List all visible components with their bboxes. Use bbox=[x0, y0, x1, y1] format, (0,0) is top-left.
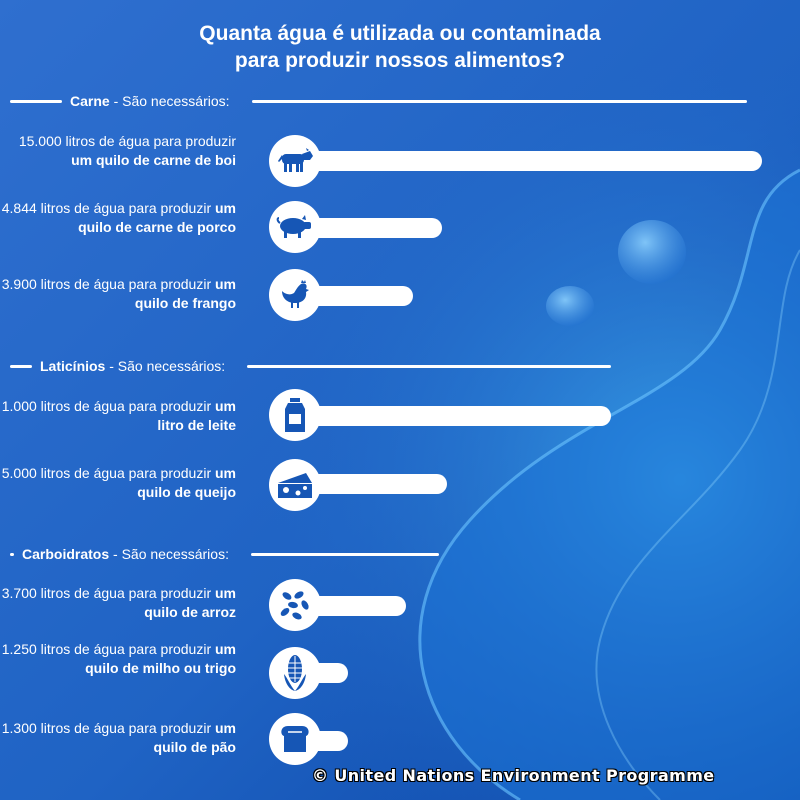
item-text-bold: um quilo de frango bbox=[134, 276, 236, 311]
item-text-plain: 5.000 litros de água para produzir bbox=[1, 465, 215, 481]
item-text-carne-de-boi: 15.000 litros de água para produzir um q… bbox=[0, 132, 236, 170]
section-divider-right bbox=[247, 364, 612, 368]
section-label: Carboidratos - São necessários: bbox=[22, 546, 229, 562]
rice-icon bbox=[269, 579, 321, 631]
item-text-plain: 4.844 litros de água para produzir bbox=[1, 200, 215, 216]
section-suffix: - São necessários: bbox=[105, 358, 226, 374]
item-text-plain: 1.000 litros de água para produzir bbox=[1, 398, 215, 414]
item-text-arroz: 3.700 litros de água para produzir um qu… bbox=[0, 584, 236, 622]
item-text-plain: 1.250 litros de água para produzir bbox=[1, 641, 215, 657]
item-text-bold: um quilo de milho ou trigo bbox=[85, 641, 236, 676]
section-divider-right bbox=[250, 552, 439, 556]
section-header-carboidratos: Carboidratos - São necessários: bbox=[10, 543, 439, 565]
item-text-plain: 3.700 litros de água para produzir bbox=[1, 585, 215, 601]
corn-icon bbox=[269, 647, 321, 699]
item-text-bold: um quilo de arroz bbox=[144, 585, 236, 620]
item-text-plain: 1.300 litros de água para produzir bbox=[1, 720, 215, 736]
item-text-bold: um quilo de pão bbox=[153, 720, 236, 755]
item-text-frango: 3.900 litros de água para produzir um qu… bbox=[0, 275, 236, 313]
title-line-1: Quanta água é utilizada ou contaminada bbox=[199, 22, 601, 45]
item-text-queijo: 5.000 litros de água para produzir um qu… bbox=[0, 464, 236, 502]
section-name: Laticínios bbox=[40, 358, 106, 374]
item-text-milho-ou-trigo: 1.250 litros de água para produzir um qu… bbox=[0, 640, 236, 678]
item-text-bold: um litro de leite bbox=[157, 398, 236, 433]
bread-icon bbox=[269, 713, 321, 765]
item-text-bold: um quilo de queijo bbox=[137, 465, 236, 500]
infographic-title: Quanta água é utilizada ou contaminada p… bbox=[0, 20, 800, 74]
bar-queijo bbox=[290, 474, 447, 494]
section-suffix: - São necessários: bbox=[109, 93, 230, 109]
section-header-carne: Carne - São necessários: bbox=[10, 90, 747, 112]
section-divider-left bbox=[10, 99, 62, 103]
section-name: Carne bbox=[70, 93, 110, 109]
title-line-2: para produzir nossos alimentos? bbox=[234, 49, 566, 72]
item-text-plain: 15.000 litros de água para produzir bbox=[18, 133, 236, 149]
item-text-bold: um quilo de carne de porco bbox=[78, 200, 236, 235]
item-text-carne-de-porco: 4.844 litros de água para produzir um qu… bbox=[0, 199, 236, 237]
section-divider-left bbox=[10, 364, 32, 368]
copyright-credit: © United Nations Environment Programme bbox=[312, 766, 715, 785]
section-suffix: - São necessários: bbox=[109, 546, 229, 562]
item-text-plain: 3.900 litros de água para produzir bbox=[1, 276, 215, 292]
chicken-icon bbox=[269, 269, 321, 321]
section-divider-left bbox=[10, 552, 14, 556]
item-text-leite: 1.000 litros de água para produzir um li… bbox=[0, 397, 236, 435]
bar-leite bbox=[290, 406, 611, 426]
item-text-pao: 1.300 litros de água para produzir um qu… bbox=[0, 719, 236, 757]
cheese-icon bbox=[269, 459, 321, 511]
bar-carne-de-porco bbox=[290, 218, 442, 238]
section-name: Carboidratos bbox=[22, 546, 110, 562]
section-divider-right bbox=[251, 99, 747, 103]
section-header-laticinios: Laticínios - São necessários: bbox=[10, 355, 612, 377]
milk-carton-icon bbox=[269, 389, 321, 441]
bar-carne-de-boi bbox=[290, 151, 762, 171]
cow-icon bbox=[269, 135, 321, 187]
pig-icon bbox=[269, 201, 321, 253]
section-label: Carne - São necessários: bbox=[70, 93, 230, 109]
section-label: Laticínios - São necessários: bbox=[40, 358, 225, 374]
item-text-bold: um quilo de carne de boi bbox=[71, 152, 236, 168]
